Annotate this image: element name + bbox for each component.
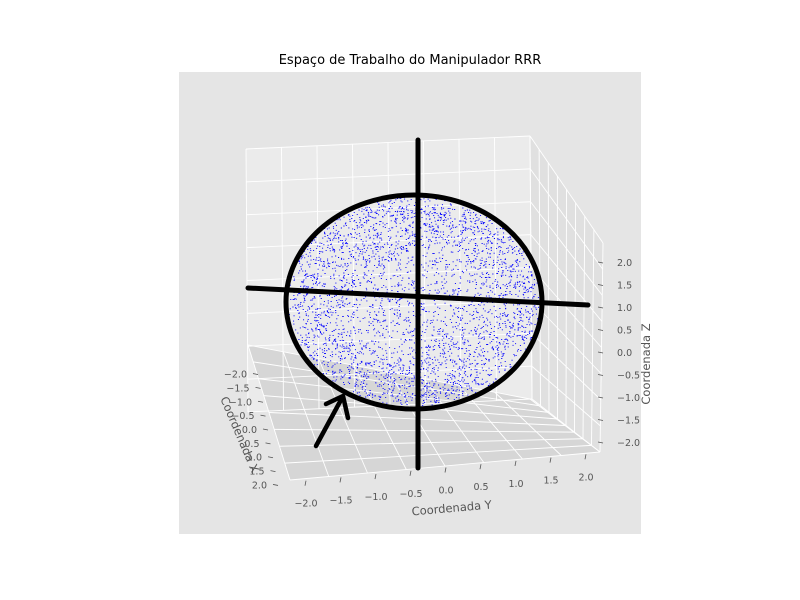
z-tick-mark [597, 419, 604, 421]
grid-line [574, 202, 577, 433]
grid-line [458, 139, 462, 403]
grid-line [246, 267, 532, 281]
z-tick-mark [597, 441, 604, 444]
grid-line [284, 444, 592, 464]
z-tick-label: 2.0 [617, 258, 632, 269]
y-tick-mark [444, 467, 447, 473]
x-tick-mark [260, 414, 266, 417]
y-tick-mark [409, 470, 412, 476]
y-tick-label: 0.5 [473, 482, 488, 493]
y-tick-label: −1.5 [329, 495, 352, 506]
grid-line [247, 299, 532, 314]
grid-line [529, 135, 533, 400]
z-tick-mark [597, 261, 604, 264]
y-tick-label: 2.0 [578, 472, 593, 483]
grid-line [494, 391, 562, 456]
z-tick-mark [597, 374, 604, 376]
chart-title: Espaço de Trabalho do Manipulador RRR [279, 53, 542, 68]
x-tick-mark [257, 400, 264, 403]
y-tick-label: −2.0 [294, 499, 317, 510]
grid-line [529, 398, 601, 453]
y-tick-mark [374, 474, 377, 480]
x-tick-mark [255, 387, 261, 389]
z-tick-mark [597, 351, 604, 354]
x-tick-mark [270, 470, 276, 472]
z-tick-mark [597, 396, 604, 399]
x-tick-label: 0.5 [244, 439, 259, 450]
y-tick-mark [514, 460, 517, 466]
x-tick-mark [252, 373, 259, 375]
grid-line [494, 137, 497, 401]
scatter-points [288, 196, 541, 406]
x-tick-mark [272, 484, 279, 486]
grid-layer [245, 135, 604, 481]
z-tick-label: −1.0 [617, 393, 640, 404]
z-tick-label: 1.0 [617, 303, 632, 314]
x-tick-label: 1.0 [247, 453, 262, 464]
axis-layer: −2.0 −1.5 −1.0 −0.5 0.0 0.5 1.0 1.5 2.0 −2.0 −1.5 −… [224, 258, 640, 510]
y-tick-label: −0.5 [399, 489, 422, 500]
z-tick-mark [597, 306, 604, 309]
y-tick-mark [584, 454, 587, 460]
grid-line [247, 365, 532, 380]
y-tick-label: 1.0 [508, 479, 523, 490]
grid-line [531, 332, 602, 401]
scatter-point [288, 196, 541, 406]
z-tick-label: −0.5 [617, 371, 640, 382]
y-tick-mark [339, 477, 342, 483]
y-tick-mark [549, 457, 552, 463]
y-tick-label: 0.0 [438, 486, 453, 497]
y-tick-mark [304, 480, 307, 486]
overlay-arrow-shaft [313, 395, 345, 449]
z-tick-label: −1.5 [617, 416, 640, 427]
x-tick-label: −1.5 [226, 383, 249, 394]
overlay-horizontal-line [245, 285, 591, 308]
x-tick-mark [267, 456, 274, 459]
grid-line [582, 216, 586, 439]
overlay-markings [245, 137, 591, 471]
z-tick-mark [597, 284, 604, 286]
x-tick-mark [262, 428, 269, 431]
y-tick-label: −1.0 [364, 492, 387, 503]
overlay-arrow-head [323, 393, 351, 421]
z-tick-label: 0.5 [617, 326, 632, 337]
x-tick-mark [265, 442, 271, 445]
z-tick-label: 1.5 [617, 281, 632, 292]
z-tick-label: −2.0 [617, 438, 640, 449]
z-tick-mark [597, 329, 604, 331]
x-tick-label: 0.0 [242, 425, 257, 436]
x-tick-label: −0.5 [231, 411, 254, 422]
x-tick-label: 1.5 [249, 467, 264, 478]
grid-line [279, 438, 583, 447]
grid-line [531, 365, 601, 427]
x-tick-label: 2.0 [252, 480, 267, 491]
grid-line [591, 229, 595, 446]
z-tick-label: 0.0 [617, 348, 632, 359]
grid-line [530, 267, 602, 348]
grid-line [289, 451, 601, 481]
grid-line [599, 242, 604, 453]
z-axis-label: Coordenada Z [639, 323, 653, 404]
x-tick-label: −2.0 [224, 370, 247, 381]
y-tick-label: 1.5 [543, 476, 558, 487]
x-tick-label: −1.0 [229, 397, 252, 408]
y-tick-mark [479, 464, 482, 470]
